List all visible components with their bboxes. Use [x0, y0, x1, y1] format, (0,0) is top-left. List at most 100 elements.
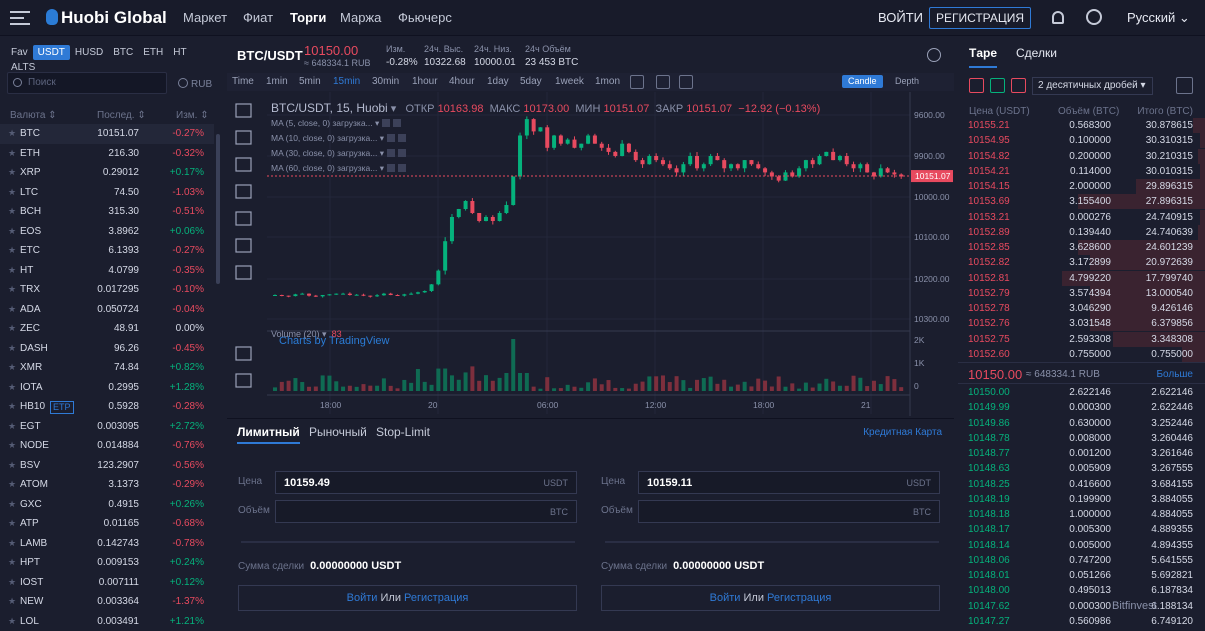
drawing-tool-icon[interactable]: [236, 347, 251, 360]
interval-5day[interactable]: 5day: [520, 76, 542, 87]
decimals-select[interactable]: 2 десятичных дробей ▾: [1032, 77, 1153, 95]
ask-row[interactable]: 10152.78 3.046290 9.426146: [958, 301, 1205, 316]
ma-legend[interactable]: MA (5, close, 0) загрузка... ▾: [271, 118, 401, 129]
logo[interactable]: Huobi Global: [46, 8, 167, 28]
bell-icon[interactable]: [1052, 11, 1064, 24]
book-asks-icon[interactable]: [1011, 78, 1026, 93]
bid-row[interactable]: 10148.18 1.000000 4.884055: [958, 507, 1205, 522]
col-currency[interactable]: Валюта ⇕: [10, 110, 57, 121]
settings-icon[interactable]: [656, 75, 670, 89]
interval-1week[interactable]: 1week: [555, 76, 584, 87]
bid-row[interactable]: 10148.19 0.199900 3.884055: [958, 492, 1205, 507]
currency-toggle[interactable]: RUB: [178, 78, 212, 90]
interval-1min[interactable]: 1min: [266, 76, 288, 87]
star-icon[interactable]: ★: [8, 339, 16, 359]
bid-row[interactable]: 10148.77 0.001200 3.261646: [958, 446, 1205, 461]
bid-row[interactable]: 10148.14 0.005000 4.894355: [958, 538, 1205, 553]
star-icon[interactable]: ★: [8, 300, 16, 320]
bid-row[interactable]: 10149.99 0.000300 2.622446: [958, 400, 1205, 415]
language-select[interactable]: Русский ⌄: [1127, 10, 1190, 26]
nav-fiat[interactable]: Фиат: [243, 10, 273, 25]
star-icon[interactable]: ★: [8, 378, 16, 398]
interval-1day[interactable]: 1day: [487, 76, 509, 87]
market-tab-fav[interactable]: Fav: [6, 45, 33, 60]
ask-row[interactable]: 10155.21 0.568300 30.878615: [958, 118, 1205, 133]
tab-market[interactable]: Рыночный: [309, 425, 367, 439]
ma-legend[interactable]: MA (60, close, 0) загрузка... ▾: [271, 163, 406, 174]
market-row[interactable]: ★ GXC 0.4915 +0.26%: [0, 495, 214, 515]
ask-row[interactable]: 10153.21 0.000276 24.740915: [958, 210, 1205, 225]
drawing-tool-icon[interactable]: [236, 158, 251, 171]
star-icon[interactable]: ★: [8, 514, 16, 534]
market-row[interactable]: ★ ETC 6.1393 -0.27%: [0, 241, 214, 261]
interval-1hour[interactable]: 1hour: [412, 76, 438, 87]
interval-30min[interactable]: 30min: [372, 76, 399, 87]
market-row[interactable]: ★ DASH 96.26 -0.45%: [0, 339, 214, 359]
ask-row[interactable]: 10154.21 0.114000 30.010315: [958, 164, 1205, 179]
pair-name[interactable]: BTC/USDT: [237, 48, 303, 63]
tab-stop-limit[interactable]: Stop-Limit: [376, 425, 430, 439]
ask-row[interactable]: 10152.82 3.172899 20.972639: [958, 255, 1205, 270]
register-button[interactable]: РЕГИСТРАЦИЯ: [929, 7, 1031, 29]
indicator-icon[interactable]: [630, 75, 644, 89]
sell-login-button[interactable]: Войти Или Регистрация: [601, 585, 940, 611]
drawing-tool-icon[interactable]: [236, 266, 251, 279]
star-icon[interactable]: ★: [8, 553, 16, 573]
sell-amount-slider[interactable]: [605, 541, 939, 543]
market-row[interactable]: ★ ADA 0.050724 -0.04%: [0, 300, 214, 320]
nav-trade[interactable]: Торги: [290, 10, 326, 25]
ask-row[interactable]: 10153.69 3.155400 27.896315: [958, 194, 1205, 209]
bid-row[interactable]: 10147.27 0.560986 6.749120: [958, 614, 1205, 629]
bid-row[interactable]: 10148.00 0.495013 6.187834: [958, 583, 1205, 598]
login-button[interactable]: ВОЙТИ: [878, 10, 923, 25]
ask-row[interactable]: 10152.89 0.139440 24.740639: [958, 225, 1205, 240]
tab-limit[interactable]: Лимитный: [237, 425, 300, 444]
scrollbar[interactable]: [216, 134, 220, 284]
market-row[interactable]: ★ NEW 0.003364 -1.37%: [0, 592, 214, 612]
market-row[interactable]: ★ LAMB 0.142743 -0.78%: [0, 534, 214, 554]
market-row[interactable]: ★ BTC 10151.07 -0.27%: [0, 124, 214, 144]
nav-futures[interactable]: Фьючерс: [398, 10, 452, 25]
screenshot-icon[interactable]: [679, 75, 693, 89]
star-icon[interactable]: ★: [8, 456, 16, 476]
market-row[interactable]: ★ ATP 0.01165 -0.68%: [0, 514, 214, 534]
col-last[interactable]: Послед. ⇕: [97, 110, 146, 121]
sell-amount-input[interactable]: BTC: [638, 500, 940, 523]
star-icon[interactable]: ★: [8, 124, 16, 144]
ma-legend[interactable]: MA (30, close, 0) загрузка... ▾: [271, 148, 406, 159]
market-tab-ht[interactable]: HT: [168, 45, 191, 60]
bid-row[interactable]: 10150.00 2.622146 2.622146: [958, 385, 1205, 400]
bid-row[interactable]: 10148.63 0.005909 3.267555: [958, 461, 1205, 476]
market-row[interactable]: ★ ETH 216.30 -0.32%: [0, 144, 214, 164]
star-icon[interactable]: ★: [8, 319, 16, 339]
bid-row[interactable]: 10148.17 0.005300 4.889355: [958, 522, 1205, 537]
ma-legend[interactable]: MA (10, close, 0) загрузка... ▾: [271, 133, 406, 144]
ask-row[interactable]: 10154.95 0.100000 30.310315: [958, 133, 1205, 148]
star-icon[interactable]: ★: [8, 280, 16, 300]
bid-row[interactable]: 10148.01 0.051266 5.692821: [958, 568, 1205, 583]
star-icon[interactable]: ★: [8, 241, 16, 261]
more-link[interactable]: Больше: [1156, 369, 1193, 380]
market-tab-btc[interactable]: BTC: [108, 45, 138, 60]
star-icon[interactable]: ★: [8, 397, 16, 417]
bid-row[interactable]: 10147.62 0.000300 6.188134: [958, 599, 1205, 614]
interval-15min[interactable]: 15min: [333, 76, 360, 87]
bid-row[interactable]: 10148.25 0.416600 3.684155: [958, 477, 1205, 492]
market-row[interactable]: ★ BCH 315.30 -0.51%: [0, 202, 214, 222]
ask-row[interactable]: 10152.76 3.031548 6.379856: [958, 316, 1205, 331]
star-icon[interactable]: ★: [8, 534, 16, 554]
star-icon[interactable]: ★: [8, 612, 16, 631]
market-tab-usdt[interactable]: USDT: [33, 45, 70, 60]
drawing-tool-icon[interactable]: [236, 239, 251, 252]
ask-row[interactable]: 10152.60 0.755000 0.755000: [958, 347, 1205, 362]
market-row[interactable]: ★ EGT 0.003095 +2.72%: [0, 417, 214, 437]
chart-symbol[interactable]: BTC/USDT, 15, Huobi: [271, 101, 388, 115]
market-row[interactable]: ★ ZEC 48.91 0.00%: [0, 319, 214, 339]
market-row[interactable]: ★ HB10 ETP 0.5928 -0.28%: [0, 397, 214, 417]
star-icon[interactable]: ★: [8, 261, 16, 281]
drawing-tool-icon[interactable]: [236, 212, 251, 225]
download-icon[interactable]: [1086, 9, 1102, 25]
market-tab-eth[interactable]: ETH: [138, 45, 168, 60]
candle-button[interactable]: Candle: [842, 75, 883, 88]
